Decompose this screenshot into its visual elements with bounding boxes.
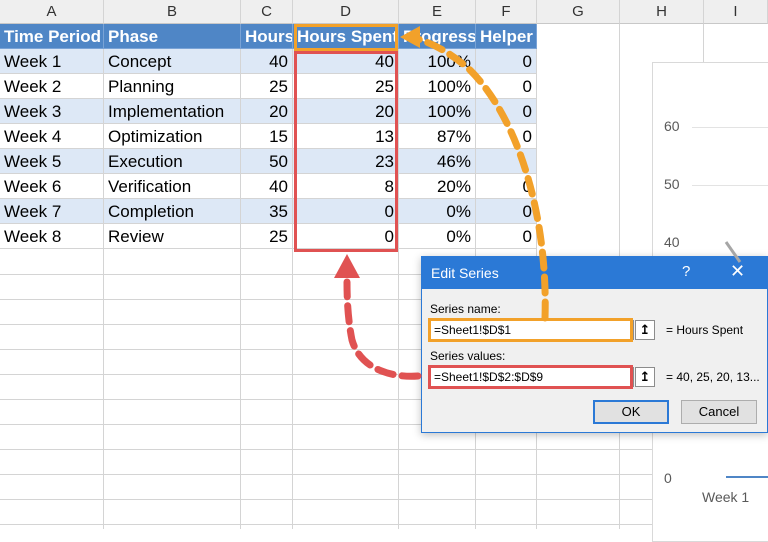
- helper-cell[interactable]: 0: [476, 74, 537, 99]
- time-period-cell[interactable]: Week 7: [0, 199, 104, 224]
- phase-cell[interactable]: Implementation: [104, 99, 241, 124]
- column-header-f[interactable]: F: [476, 0, 537, 24]
- phase-cell[interactable]: Review: [104, 224, 241, 249]
- hours-cell[interactable]: 40: [241, 49, 293, 74]
- hours-cell[interactable]: 35: [241, 199, 293, 224]
- y-tick-label: 50: [664, 176, 680, 192]
- hours-cell[interactable]: 40: [241, 174, 293, 199]
- phase-cell[interactable]: Verification: [104, 174, 241, 199]
- hours-cell[interactable]: 25: [241, 74, 293, 99]
- header-phase[interactable]: Phase: [104, 24, 241, 49]
- time-period-cell[interactable]: Week 1: [0, 49, 104, 74]
- phase-cell[interactable]: Planning: [104, 74, 241, 99]
- column-header-d[interactable]: D: [293, 0, 399, 24]
- phase-cell[interactable]: Completion: [104, 199, 241, 224]
- hours-spent-cell[interactable]: 0: [293, 199, 399, 224]
- header-progress[interactable]: Progress: [399, 24, 476, 49]
- column-header-b[interactable]: B: [104, 0, 241, 24]
- phase-cell[interactable]: Concept: [104, 49, 241, 74]
- time-period-cell[interactable]: Week 6: [0, 174, 104, 199]
- time-period-cell[interactable]: Week 2: [0, 74, 104, 99]
- y-tick-label: 0: [664, 470, 672, 486]
- header-helper[interactable]: Helper: [476, 24, 537, 49]
- close-button[interactable]: ✕: [730, 261, 746, 281]
- highlight-series-values-range: [294, 51, 398, 252]
- helper-cell[interactable]: 0: [476, 124, 537, 149]
- cancel-button[interactable]: Cancel: [681, 400, 757, 424]
- ok-button[interactable]: OK: [593, 400, 669, 424]
- series-name-label: Series name:: [430, 302, 501, 316]
- table-header-row: Time Period Phase Hours Hours Spent Prog…: [0, 24, 768, 49]
- progress-cell[interactable]: 100%: [399, 74, 476, 99]
- chart-series-line: [726, 476, 768, 478]
- helper-cell[interactable]: 0: [476, 174, 537, 199]
- time-period-cell[interactable]: Week 5: [0, 149, 104, 174]
- column-header-i[interactable]: I: [704, 0, 768, 24]
- highlight-series-name-cell: [294, 24, 398, 51]
- hours-cell[interactable]: 20: [241, 99, 293, 124]
- hours-spent-cell[interactable]: 13: [293, 124, 399, 149]
- time-period-cell[interactable]: Week 4: [0, 124, 104, 149]
- x-axis-label: Week 1: [702, 489, 750, 505]
- helper-cell[interactable]: [476, 149, 537, 174]
- helper-cell[interactable]: 0: [476, 199, 537, 224]
- series-name-range-picker-icon[interactable]: ↥: [635, 320, 655, 340]
- hours-spent-cell[interactable]: 23: [293, 149, 399, 174]
- series-values-range-picker-icon[interactable]: ↥: [635, 367, 655, 387]
- hours-spent-cell[interactable]: 0: [293, 224, 399, 249]
- edit-series-dialog: Edit Series ? ✕ Series name: =Sheet1!$D$…: [421, 256, 768, 433]
- hours-cell[interactable]: 25: [241, 224, 293, 249]
- progress-cell[interactable]: 0%: [399, 224, 476, 249]
- progress-cell[interactable]: 46%: [399, 149, 476, 174]
- helper-cell[interactable]: 0: [476, 99, 537, 124]
- hours-spent-cell[interactable]: 8: [293, 174, 399, 199]
- series-name-preview: = Hours Spent: [666, 323, 744, 337]
- column-header-a[interactable]: A: [0, 0, 104, 24]
- hours-cell[interactable]: 15: [241, 124, 293, 149]
- helper-cell[interactable]: 0: [476, 224, 537, 249]
- help-button[interactable]: ?: [682, 263, 691, 280]
- time-period-cell[interactable]: Week 3: [0, 99, 104, 124]
- highlight-series-name-input: [428, 318, 633, 342]
- progress-cell[interactable]: 100%: [399, 99, 476, 124]
- highlight-series-values-input: [428, 365, 633, 389]
- column-header-h[interactable]: H: [620, 0, 704, 24]
- y-tick-label: 40: [664, 234, 680, 250]
- helper-cell[interactable]: 0: [476, 49, 537, 74]
- hours-spent-cell[interactable]: 20: [293, 99, 399, 124]
- dialog-title-bar[interactable]: Edit Series ? ✕: [422, 257, 767, 289]
- dialog-title: Edit Series: [431, 265, 499, 281]
- header-hours[interactable]: Hours: [241, 24, 293, 49]
- progress-cell[interactable]: 20%: [399, 174, 476, 199]
- time-period-cell[interactable]: Week 8: [0, 224, 104, 249]
- y-tick-label: 60: [664, 118, 680, 134]
- column-header-e[interactable]: E: [399, 0, 476, 24]
- hours-spent-cell[interactable]: 25: [293, 74, 399, 99]
- progress-cell[interactable]: 87%: [399, 124, 476, 149]
- column-header-c[interactable]: C: [241, 0, 293, 24]
- header-time-period[interactable]: Time Period: [0, 24, 104, 49]
- header-hours-spent[interactable]: Hours Spent: [293, 24, 399, 49]
- progress-cell[interactable]: 0%: [399, 199, 476, 224]
- series-values-label: Series values:: [430, 349, 506, 363]
- phase-cell[interactable]: Optimization: [104, 124, 241, 149]
- progress-cell[interactable]: 100%: [399, 49, 476, 74]
- column-header-g[interactable]: G: [537, 0, 620, 24]
- series-values-preview: = 40, 25, 20, 13...: [666, 370, 760, 384]
- phase-cell[interactable]: Execution: [104, 149, 241, 174]
- hours-cell[interactable]: 50: [241, 149, 293, 174]
